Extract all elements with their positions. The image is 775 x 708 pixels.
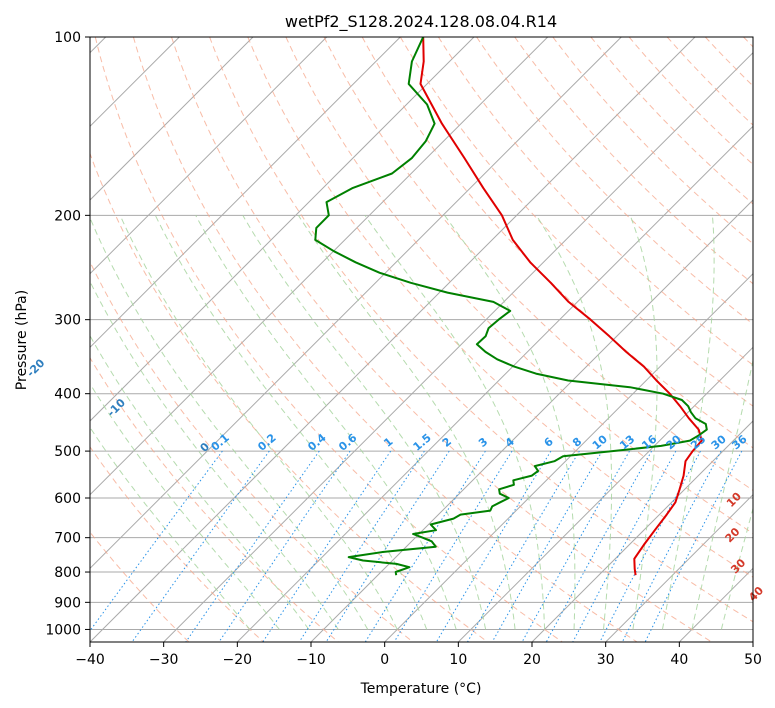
x-tick-label: 10 <box>449 652 467 668</box>
isotherm-line <box>457 346 753 642</box>
y-tick-label: 600 <box>54 491 81 507</box>
x-tick-label: −40 <box>75 652 105 668</box>
mixing-ratio-line <box>467 450 580 642</box>
mixing-ratio-line <box>393 450 513 642</box>
x-tick-label: −30 <box>149 652 179 668</box>
isotherm-line <box>90 37 696 642</box>
y-tick-label: 200 <box>54 208 81 224</box>
isotherm-line <box>384 272 753 642</box>
moist-adiabat-line <box>90 426 251 630</box>
y-axis: 100 200 300 400 500 600 700 800 900 1000 <box>45 30 90 638</box>
mixing-ratio-line <box>364 450 486 642</box>
isotherm-line <box>752 641 753 642</box>
x-axis-title: Temperature (°C) <box>360 681 482 697</box>
moist-adiabat-line <box>154 215 428 630</box>
isotherm-line <box>531 420 753 642</box>
mixing-ratio-line <box>218 450 351 642</box>
dry-adiabat-line <box>590 37 753 205</box>
dry-adiabat-line <box>209 37 753 623</box>
dry-adiabat-line <box>94 37 563 642</box>
dry-adiabat-line <box>90 356 339 642</box>
temperature-line <box>419 37 703 576</box>
x-tick-label: 30 <box>597 652 615 668</box>
dry-adiabat-line <box>247 37 753 578</box>
dry-adiabat-line <box>552 37 753 245</box>
mixing-ratio-line <box>621 450 722 642</box>
x-tick-label: −20 <box>223 652 253 668</box>
y-tick-label: 500 <box>54 444 81 460</box>
moist-adiabat-line <box>90 280 339 630</box>
x-tick-label: 20 <box>523 652 541 668</box>
moist-adiabat-line <box>364 215 546 630</box>
moist-adiabat-line <box>90 216 369 630</box>
y-tick-label: 800 <box>54 565 81 581</box>
y-axis-title: Pressure (hPa) <box>14 290 30 390</box>
moist-adiabat-line <box>444 215 576 630</box>
isotherm-line <box>605 493 753 642</box>
y-tick-label: 900 <box>54 595 81 611</box>
x-tick-label: 50 <box>744 652 762 668</box>
moist-adiabat-line <box>535 215 613 630</box>
dry-adiabat-line <box>399 37 753 407</box>
mixing-ratio-line <box>131 450 270 642</box>
profile-lines <box>314 37 708 576</box>
isotherm-line <box>90 37 475 422</box>
moist-adiabat-line <box>90 334 310 630</box>
moist-adiabat-line <box>691 358 753 630</box>
dry-adiabat-line <box>437 37 753 366</box>
dry-adiabat-line <box>171 37 712 642</box>
mixing-ratio-line <box>599 450 701 642</box>
y-tick-label: 300 <box>54 313 81 329</box>
y-tick-label: 700 <box>54 531 81 547</box>
moist-adiabat-line <box>119 215 398 630</box>
mixing-ratio-line <box>435 450 552 642</box>
x-axis: −40 −30 −20 −10 0 10 20 30 40 50 <box>75 642 762 668</box>
x-tick-label: −10 <box>296 652 326 668</box>
mixing-ratio-line <box>521 450 630 642</box>
moist-adiabat-line <box>195 215 457 630</box>
mixing-ratio-line <box>572 450 677 642</box>
isotherm-line <box>90 37 254 201</box>
isotherm-line <box>90 37 622 570</box>
moist-adiabat-line <box>90 382 280 630</box>
mixing-ratio-line <box>545 450 653 642</box>
x-tick-label: 40 <box>670 652 688 668</box>
dry-adiabat-line <box>90 446 264 642</box>
dry-adiabat-line <box>323 37 753 491</box>
y-tick-label: 400 <box>54 387 81 403</box>
plot-background <box>90 37 753 642</box>
dry-adiabat-line <box>285 37 753 535</box>
moist-adiabat-line <box>242 215 487 630</box>
isotherm-line <box>90 37 549 496</box>
y-tick-label: 100 <box>54 30 81 46</box>
y-tick-label: 1000 <box>45 622 81 638</box>
isotherm-line <box>90 37 401 349</box>
dry-adiabat-line <box>132 37 638 642</box>
chart-title: wetPf2_S128.2024.128.08.04.R14 <box>285 12 557 32</box>
dewpoint-line <box>314 37 708 576</box>
moist-adiabat-line <box>629 215 658 630</box>
plot-frame <box>89 36 754 643</box>
moist-adiabat-line <box>297 215 516 630</box>
moist-adiabat-line <box>661 215 715 630</box>
dry-adiabat-line <box>90 260 414 642</box>
x-tick-label: 0 <box>380 652 389 668</box>
mixing-ratio-line <box>185 450 320 642</box>
isotherm-line <box>236 125 753 642</box>
mixing-ratio-line <box>491 450 603 642</box>
isotherm-line <box>90 37 328 275</box>
isotherm-line <box>163 51 753 642</box>
